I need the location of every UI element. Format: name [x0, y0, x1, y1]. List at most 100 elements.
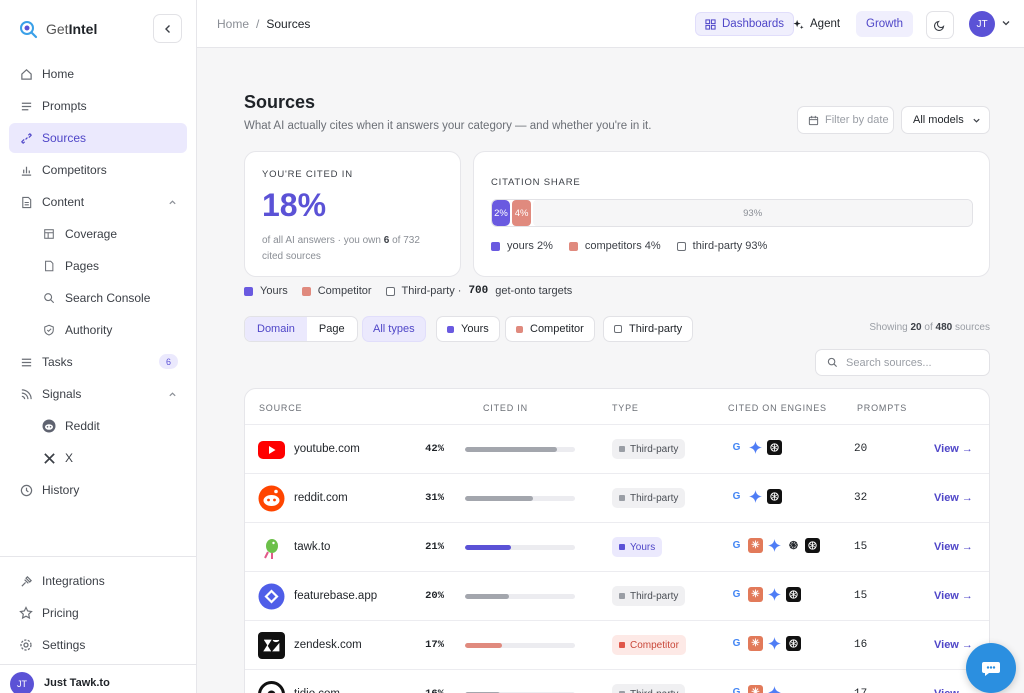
- sidebar-item-label: Tasks: [42, 355, 73, 369]
- sidebar-item-reddit[interactable]: Reddit: [9, 411, 187, 441]
- filter-third-party[interactable]: Third-party: [603, 316, 694, 342]
- table-row[interactable]: reddit.com 31% Third-party G 32 View →: [245, 474, 989, 523]
- toggle-domain[interactable]: Domain: [245, 317, 307, 341]
- chatgpt-icon: [786, 587, 801, 602]
- sidebar-item-tasks[interactable]: Tasks 6: [9, 347, 187, 377]
- sidebar-item-x[interactable]: X: [9, 443, 187, 473]
- sidebar-item-signals[interactable]: Signals: [9, 379, 187, 409]
- cited-in-bar: [465, 594, 575, 599]
- sidebar-item-pages[interactable]: Pages: [9, 251, 187, 281]
- home-icon: [19, 67, 33, 81]
- gemini-icon: [767, 685, 782, 693]
- source-domain[interactable]: reddit.com: [294, 492, 348, 504]
- google-icon: G: [732, 687, 741, 693]
- prompts-count: 16: [854, 639, 868, 651]
- source-domain[interactable]: tawk.to: [294, 541, 331, 553]
- breadcrumb-home[interactable]: Home: [217, 17, 250, 31]
- tasks-icon: [19, 355, 33, 369]
- sidebar-item-prompts[interactable]: Prompts: [9, 91, 187, 121]
- sidebar-item-label: Content: [42, 195, 85, 209]
- sidebar-item-label: X: [65, 451, 74, 465]
- chevron-up-icon: [168, 196, 177, 210]
- sidebar-item-home[interactable]: Home: [9, 59, 187, 89]
- agent-button[interactable]: Agent: [784, 12, 849, 36]
- view-link[interactable]: View →: [934, 688, 973, 693]
- view-link[interactable]: View →: [934, 639, 973, 651]
- claude-icon: ✳: [748, 685, 763, 693]
- breadcrumb: Home / Sources: [217, 17, 310, 31]
- toggle-page[interactable]: Page: [318, 323, 345, 335]
- sidebar-item-search-console[interactable]: Search Console: [9, 283, 187, 313]
- theme-toggle-button[interactable]: [926, 11, 954, 39]
- column-header-engines[interactable]: CITED ON ENGINES: [728, 403, 827, 413]
- google-icon: G: [732, 491, 741, 502]
- source-domain[interactable]: youtube.com: [294, 443, 360, 455]
- table-row[interactable]: youtube.com 42% Third-party G 20 View →: [245, 425, 989, 474]
- chevron-down-icon: [973, 118, 980, 123]
- sidebar-item-label: Competitors: [42, 163, 107, 177]
- cited-in-bar-fill: [465, 594, 509, 599]
- collapse-sidebar-button[interactable]: [153, 14, 182, 43]
- cited-in-label: YOU'RE CITED IN: [262, 169, 353, 180]
- sidebar-divider: [0, 664, 196, 665]
- tidio-icon: [258, 681, 285, 693]
- sources-table: SOURCE CITED IN TYPE CITED ON ENGINES PR…: [244, 388, 990, 693]
- user-menu[interactable]: JT Just Tawk.to: [10, 672, 110, 693]
- filter-swatch: [516, 325, 523, 333]
- filter-yours[interactable]: Yours: [436, 316, 500, 342]
- key-third-party: Third-party · 700 get-onto targets: [385, 285, 572, 297]
- sidebar-item-pricing[interactable]: Pricing: [9, 598, 187, 628]
- filter-all-types[interactable]: All types: [362, 316, 426, 342]
- source-domain[interactable]: zendesk.com: [294, 639, 362, 651]
- search-input[interactable]: Search sources...: [815, 349, 990, 376]
- dashboards-button[interactable]: Dashboards: [695, 12, 795, 36]
- sidebar-item-history[interactable]: History: [9, 475, 187, 505]
- engine-icons: G: [729, 489, 782, 504]
- column-header-cited-in[interactable]: CITED IN: [483, 403, 528, 413]
- view-link[interactable]: View →: [934, 590, 973, 602]
- table-row[interactable]: tawk.to 21% Yours G ✳ ֎ 15 View →: [245, 523, 989, 572]
- prompts-count: 15: [854, 541, 868, 553]
- engine-icons: G: [729, 440, 782, 455]
- sidebar-item-settings[interactable]: Settings: [9, 630, 187, 660]
- filter-by-date-button[interactable]: Filter by date: [797, 106, 894, 134]
- sidebar-item-coverage[interactable]: Coverage: [9, 219, 187, 249]
- google-icon: G: [732, 540, 741, 551]
- key-swatch: [301, 286, 311, 296]
- brand[interactable]: GetIntel: [18, 18, 97, 40]
- sidebar-item-competitors[interactable]: Competitors: [9, 155, 187, 185]
- prompts-count: 17: [854, 688, 867, 693]
- sidebar-item-content[interactable]: Content: [9, 187, 187, 217]
- sidebar-item-sources[interactable]: Sources: [9, 123, 187, 153]
- cited-in-bar-fill: [465, 545, 512, 550]
- avatar[interactable]: JT: [969, 11, 995, 37]
- claude-icon: ✳: [748, 538, 763, 553]
- models-select[interactable]: All models: [901, 106, 990, 134]
- sidebar-item-authority[interactable]: Authority: [9, 315, 187, 345]
- table-row[interactable]: featurebase.app 20% Third-party G ✳ 15 View →: [245, 572, 989, 621]
- reddit-icon: [258, 485, 285, 512]
- column-header-type[interactable]: TYPE: [612, 403, 639, 413]
- source-domain[interactable]: featurebase.app: [294, 590, 378, 602]
- logo-icon: [20, 21, 38, 39]
- view-link[interactable]: View →: [934, 541, 973, 553]
- view-link[interactable]: View →: [934, 443, 973, 455]
- page-subtitle: What AI actually cites when it answers y…: [244, 120, 652, 132]
- table-icon: [42, 227, 56, 241]
- sidebar-item-integrations[interactable]: Integrations: [9, 566, 187, 596]
- column-header-source[interactable]: SOURCE: [259, 403, 303, 413]
- chat-widget-button[interactable]: [966, 643, 1016, 693]
- chatgpt-icon: [767, 489, 782, 504]
- type-key: Yours Competitor Third-party · 700 get-ont…: [244, 285, 572, 297]
- view-link[interactable]: View →: [934, 492, 973, 504]
- user-name: Just Tawk.to: [44, 677, 110, 689]
- chevron-down-icon[interactable]: [1001, 18, 1011, 28]
- growth-plan-button[interactable]: Growth: [856, 11, 914, 37]
- sidebar-nav: Home Prompts Sources Competitors Content…: [9, 59, 187, 507]
- filter-competitor[interactable]: Competitor: [505, 316, 595, 342]
- table-row[interactable]: zendesk.com 17% Competitor G ✳ 16 View →: [245, 621, 989, 670]
- source-domain[interactable]: tidio.com: [294, 688, 340, 693]
- cited-in-bar: [465, 447, 575, 452]
- column-header-prompts[interactable]: PROMPTS: [857, 403, 908, 413]
